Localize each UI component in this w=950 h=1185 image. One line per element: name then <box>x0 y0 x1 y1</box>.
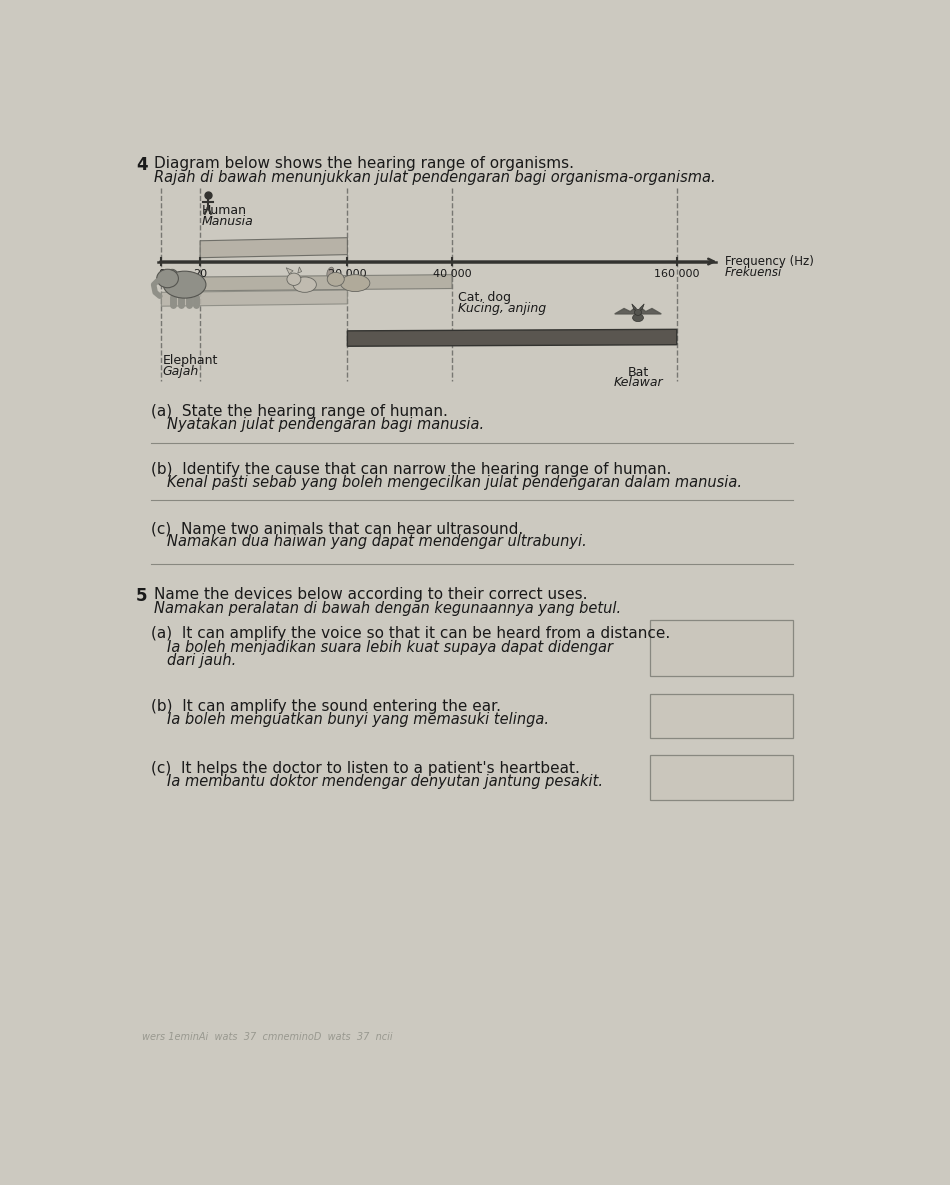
Bar <box>650 621 793 675</box>
Text: Cat, dog: Cat, dog <box>458 290 511 303</box>
Text: (b)  Identify the cause that can narrow the hearing range of human.: (b) Identify the cause that can narrow t… <box>151 462 672 476</box>
Text: Name the devices below according to their correct uses.: Name the devices below according to thei… <box>154 588 587 602</box>
Text: Frekuensi: Frekuensi <box>725 267 782 280</box>
Text: Human: Human <box>201 204 247 217</box>
Polygon shape <box>615 308 638 314</box>
Ellipse shape <box>166 269 179 284</box>
Bar <box>650 755 793 800</box>
Text: Kelawar: Kelawar <box>613 377 663 390</box>
Ellipse shape <box>287 273 301 286</box>
Bar <box>650 693 793 738</box>
Text: Namakan peralatan di bawah dengan kegunaannya yang betul.: Namakan peralatan di bawah dengan keguna… <box>154 601 620 616</box>
Text: Diagram below shows the hearing range of organisms.: Diagram below shows the hearing range of… <box>154 156 574 171</box>
Ellipse shape <box>340 275 370 292</box>
Text: Kenal pasti sebab yang boleh mengecilkan julat pendengaran dalam manusia.: Kenal pasti sebab yang boleh mengecilkan… <box>167 475 742 489</box>
Text: Frequency (Hz): Frequency (Hz) <box>725 256 813 268</box>
Ellipse shape <box>327 273 344 287</box>
Text: Gajah: Gajah <box>163 365 200 378</box>
Ellipse shape <box>327 267 333 277</box>
Text: (a)  It can amplify the voice so that it can be heard from a distance.: (a) It can amplify the voice so that it … <box>151 626 671 641</box>
Ellipse shape <box>163 271 206 299</box>
Ellipse shape <box>294 277 316 293</box>
Text: Ia boleh menjadikan suara lebih kuat supaya dapat didengar: Ia boleh menjadikan suara lebih kuat sup… <box>167 640 613 654</box>
Text: 5: 5 <box>136 588 147 606</box>
Text: 20: 20 <box>193 269 207 280</box>
Text: (b)  It can amplify the sound entering the ear.: (b) It can amplify the sound entering th… <box>151 699 502 713</box>
Polygon shape <box>162 290 348 306</box>
Text: Rajah di bawah menunjukkan julat pendengaran bagi organisma-organisma.: Rajah di bawah menunjukkan julat pendeng… <box>154 169 715 185</box>
Text: (a)  State the hearing range of human.: (a) State the hearing range of human. <box>151 404 448 419</box>
Text: 0: 0 <box>158 269 165 280</box>
Text: wers 1eminAi  wats  37  cmneminoD  wats  37  ncii: wers 1eminAi wats 37 cmneminoD wats 37 n… <box>142 1032 392 1042</box>
Text: Bat: Bat <box>627 365 649 378</box>
Text: Manusia: Manusia <box>201 214 254 228</box>
Polygon shape <box>286 268 294 274</box>
Text: 160 000: 160 000 <box>654 269 699 280</box>
Text: 20 000: 20 000 <box>328 269 367 280</box>
Text: Namakan dua haiwan yang dapat mendengar ultrabunyi.: Namakan dua haiwan yang dapat mendengar … <box>167 534 586 549</box>
Polygon shape <box>200 275 452 290</box>
Text: (c)  Name two animals that can hear ultrasound.: (c) Name two animals that can hear ultra… <box>151 521 523 536</box>
Polygon shape <box>638 308 661 314</box>
Ellipse shape <box>157 269 179 288</box>
Text: Ia boleh menguatkan bunyi yang memasuki telinga.: Ia boleh menguatkan bunyi yang memasuki … <box>167 712 549 728</box>
Text: 40 000: 40 000 <box>432 269 471 280</box>
Polygon shape <box>297 267 302 273</box>
Ellipse shape <box>633 314 643 321</box>
Polygon shape <box>348 329 676 346</box>
Ellipse shape <box>635 309 641 315</box>
Text: dari jauh.: dari jauh. <box>167 653 236 667</box>
Text: (c)  It helps the doctor to listen to a patient's heartbeat.: (c) It helps the doctor to listen to a p… <box>151 761 580 775</box>
Polygon shape <box>632 303 636 310</box>
Text: 4: 4 <box>136 156 147 174</box>
Polygon shape <box>639 303 644 310</box>
Text: Ia membantu doktor mendengar denyutan jantung pesakit.: Ia membantu doktor mendengar denyutan ja… <box>167 774 603 788</box>
Text: Elephant: Elephant <box>163 354 218 367</box>
Text: Nyatakan julat pendengaran bagi manusia.: Nyatakan julat pendengaran bagi manusia. <box>167 417 484 433</box>
Text: Kucing, anjing: Kucing, anjing <box>458 302 546 314</box>
Polygon shape <box>200 238 348 257</box>
